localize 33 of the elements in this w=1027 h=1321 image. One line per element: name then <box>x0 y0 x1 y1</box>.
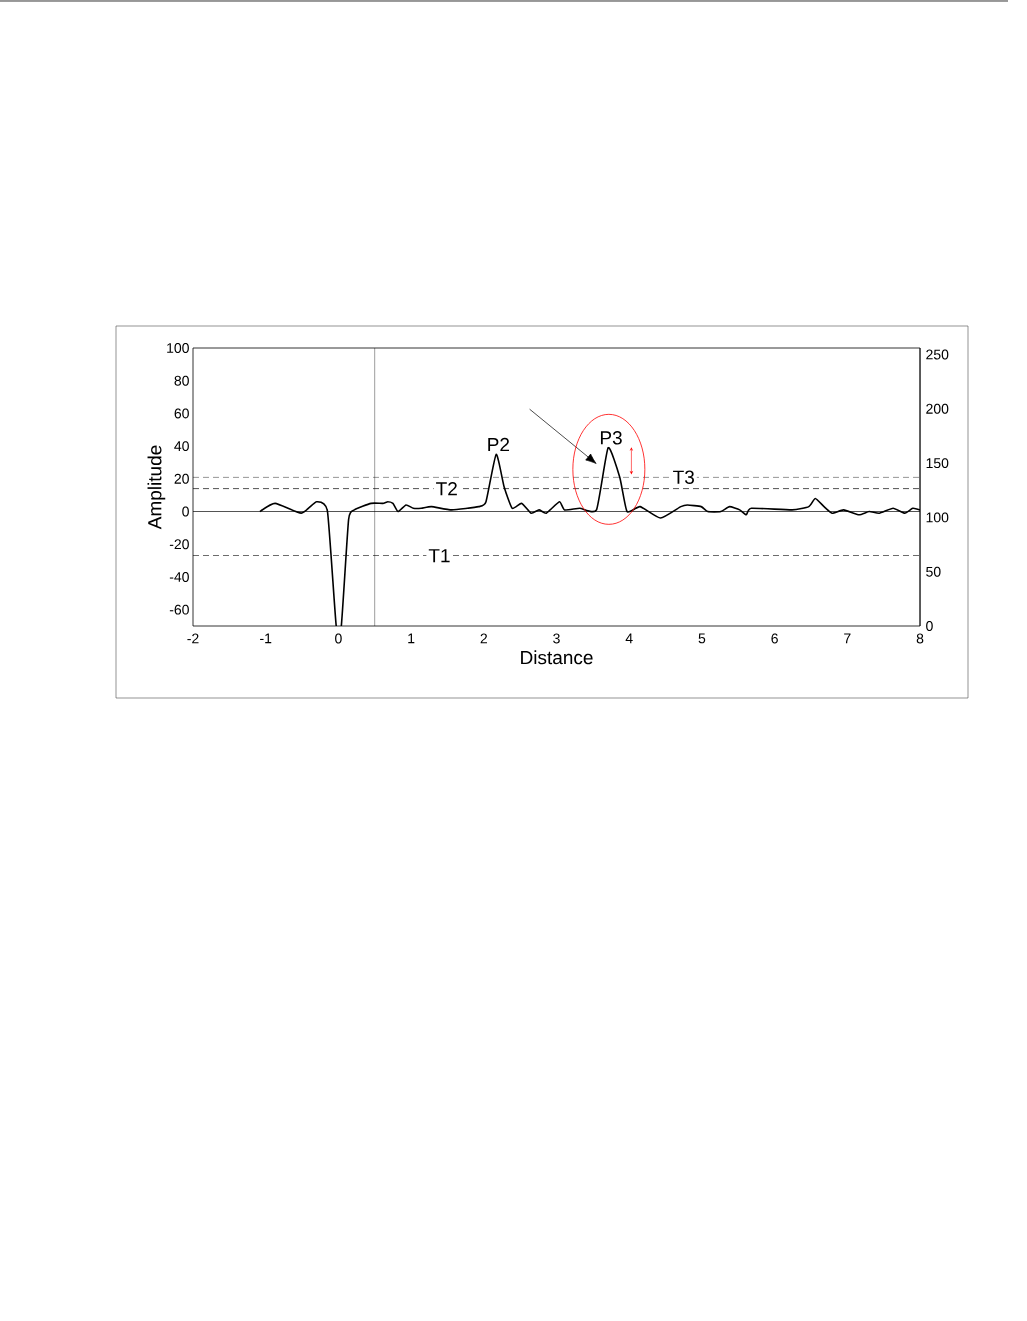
y2-tick-label: 0 <box>926 621 933 631</box>
ref-line-label: T2 <box>436 482 457 496</box>
y-tick-label: -40 <box>169 571 189 582</box>
x-tick-label: -2 <box>187 633 199 644</box>
x-tick-label: 6 <box>771 633 778 644</box>
y-tick-label: 60 <box>174 408 189 419</box>
x-tick-label: 4 <box>625 633 633 644</box>
y-tick-label: 100 <box>167 343 189 353</box>
y-tick-label: -60 <box>169 604 189 615</box>
x-tick-label: 2 <box>480 633 487 644</box>
x-tick-label: 7 <box>844 633 851 644</box>
ref-line-label: T3 <box>673 470 694 484</box>
y-tick-label: -20 <box>169 539 189 550</box>
x-tick-label: 8 <box>916 633 924 644</box>
x-tick-label: 5 <box>698 633 706 644</box>
ref-line-label: T1 <box>428 549 450 563</box>
y2-tick-label: 50 <box>926 566 941 577</box>
annotation: P3 <box>600 431 622 445</box>
annotation: P2 <box>488 437 510 452</box>
x-axis-title: Distance <box>521 650 593 665</box>
x-tick-label: 1 <box>408 633 415 644</box>
y2-tick-label: 100 <box>926 512 949 523</box>
y-tick-label: 80 <box>174 375 189 386</box>
y-tick-label: 0 <box>182 506 189 517</box>
y-tick-label: 40 <box>174 441 189 452</box>
y2-tick-label: 200 <box>926 403 949 414</box>
x-tick-label: 0 <box>335 633 342 644</box>
y-axis-title: Amplitude <box>147 445 166 530</box>
x-tick-label: -1 <box>260 633 272 644</box>
y2-tick-label: 150 <box>926 458 949 469</box>
x-tick-label: 3 <box>553 633 560 644</box>
y-tick-label: 20 <box>174 473 189 484</box>
y2-tick-label: 250 <box>926 349 949 360</box>
